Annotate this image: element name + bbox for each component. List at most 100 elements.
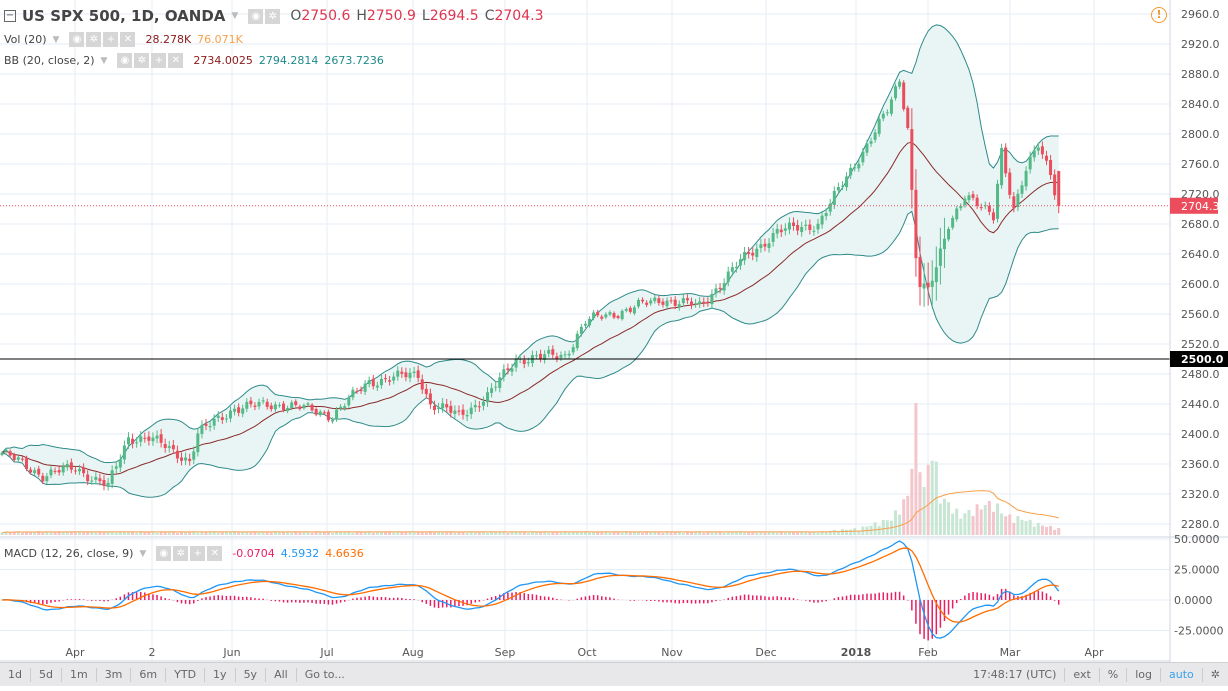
bb-label[interactable]: BB (20, close, 2) (4, 54, 95, 67)
chevron-down-icon[interactable]: ▼ (100, 55, 108, 66)
range-1d[interactable]: 1d (0, 667, 31, 682)
candle-body (979, 207, 983, 209)
auto-toggle[interactable]: auto (1161, 667, 1203, 682)
candle-body (792, 222, 796, 226)
volume-bar (335, 531, 339, 535)
close-icon[interactable]: ✕ (168, 53, 184, 68)
close-icon[interactable]: ✕ (120, 32, 136, 47)
candle-body (384, 378, 388, 380)
volume-bar (359, 531, 363, 535)
ext-toggle[interactable]: ext (1065, 667, 1100, 682)
plus-icon[interactable]: + (190, 546, 206, 561)
chevron-down-icon[interactable]: ▼ (231, 11, 239, 21)
volume-bar (416, 531, 420, 535)
time-tick-label: Jul (319, 646, 333, 659)
volume-bar (20, 532, 24, 535)
time-tick-label: Apr (65, 646, 85, 659)
clock[interactable]: 17:48:17 (UTC) (965, 667, 1066, 682)
volume-bar (82, 532, 86, 535)
volume-bar (441, 531, 445, 535)
settings-gear-icon[interactable]: ✲ (1210, 667, 1220, 681)
volume-bar (906, 495, 910, 535)
candle-body (885, 112, 889, 114)
volume-bar (220, 531, 224, 535)
volume-bar (351, 532, 355, 535)
volume-bar (347, 531, 351, 535)
volume-bar (392, 532, 396, 535)
volume-bar (269, 532, 273, 535)
plus-icon[interactable]: + (151, 53, 167, 68)
current-price-tag (1170, 197, 1218, 214)
candle-body (930, 280, 934, 287)
range-all[interactable]: All (266, 667, 297, 682)
chevron-down-icon[interactable]: ▼ (139, 548, 147, 559)
volume-label[interactable]: Vol (20) (4, 33, 47, 46)
goto-button[interactable]: Go to... (304, 667, 345, 681)
range-6m[interactable]: 6m (131, 667, 167, 682)
candle-body (771, 233, 775, 242)
candle-body (942, 238, 946, 250)
alert-icon[interactable]: ! (1151, 7, 1167, 23)
candle-body (991, 212, 995, 221)
macd-label[interactable]: MACD (12, 26, close, 9) (4, 547, 134, 560)
gear-icon[interactable]: ✲ (86, 32, 102, 47)
candle-body (971, 194, 975, 198)
eye-icon[interactable]: ◉ (117, 53, 133, 68)
range-5d[interactable]: 5d (31, 667, 62, 682)
volume-bar (967, 510, 971, 535)
candle-body (910, 129, 914, 190)
gear-icon[interactable]: ✲ (134, 53, 150, 68)
candle-body (706, 301, 710, 303)
percent-toggle[interactable]: % (1100, 667, 1128, 682)
volume-bar (849, 529, 853, 535)
candle-body (53, 470, 57, 472)
range-5y[interactable]: 5y (236, 667, 267, 682)
range-1m[interactable]: 1m (62, 667, 97, 682)
range-ytd[interactable]: YTD (166, 667, 206, 682)
candle-body (351, 389, 355, 398)
plus-icon[interactable]: + (103, 32, 119, 47)
candle-body (836, 186, 840, 191)
candle-body (906, 107, 910, 128)
candle-body (673, 299, 677, 306)
volume-bar (510, 531, 514, 535)
volume-bar (473, 532, 477, 535)
eye-icon[interactable]: ◉ (156, 546, 172, 561)
volume-bar (681, 532, 685, 535)
close-icon[interactable]: ✕ (207, 546, 223, 561)
candle-body (498, 377, 502, 388)
symbol-title[interactable]: US SPX 500, 1D, OANDA (22, 7, 226, 25)
candle-body (865, 143, 869, 153)
candle-body (918, 257, 922, 288)
range-3m[interactable]: 3m (97, 667, 132, 682)
log-toggle[interactable]: log (1127, 667, 1162, 682)
volume-bar (159, 531, 163, 535)
candle-body (228, 410, 232, 419)
eye-icon[interactable]: ◉ (248, 8, 264, 24)
gear-icon[interactable]: ✲ (265, 8, 281, 24)
range-1y[interactable]: 1y (205, 667, 236, 682)
macd-legend: MACD (12, 26, close, 9) ▼ ◉ ✲ + ✕ -0.0704 4.5… (4, 546, 364, 561)
eye-icon[interactable]: ◉ (69, 32, 85, 47)
candle-body (975, 197, 979, 206)
chevron-down-icon[interactable]: ▼ (52, 34, 60, 45)
volume-bar (1028, 519, 1032, 535)
volume-bar (208, 532, 212, 535)
candle-body (392, 376, 396, 381)
volume-bar (253, 531, 257, 535)
candle-body (502, 369, 506, 378)
collapse-icon[interactable]: − (4, 10, 16, 22)
volume-bar (1036, 522, 1040, 535)
candle-body (710, 293, 714, 305)
candle-body (996, 183, 1000, 219)
candle-body (1053, 174, 1057, 196)
volume-bar (306, 531, 310, 535)
gear-icon[interactable]: ✲ (173, 546, 189, 561)
price-tick-label: 2880.0 (1181, 68, 1220, 81)
volume-bar (796, 532, 800, 535)
chart-canvas[interactable]: 2960.0 2920.0 2880.0 2840.0 2800.0 2760.0 2720… (0, 0, 1228, 662)
candle-body (347, 397, 351, 406)
volume-bar (518, 531, 522, 535)
volume-bar (233, 531, 237, 535)
volume-bar (457, 531, 461, 535)
